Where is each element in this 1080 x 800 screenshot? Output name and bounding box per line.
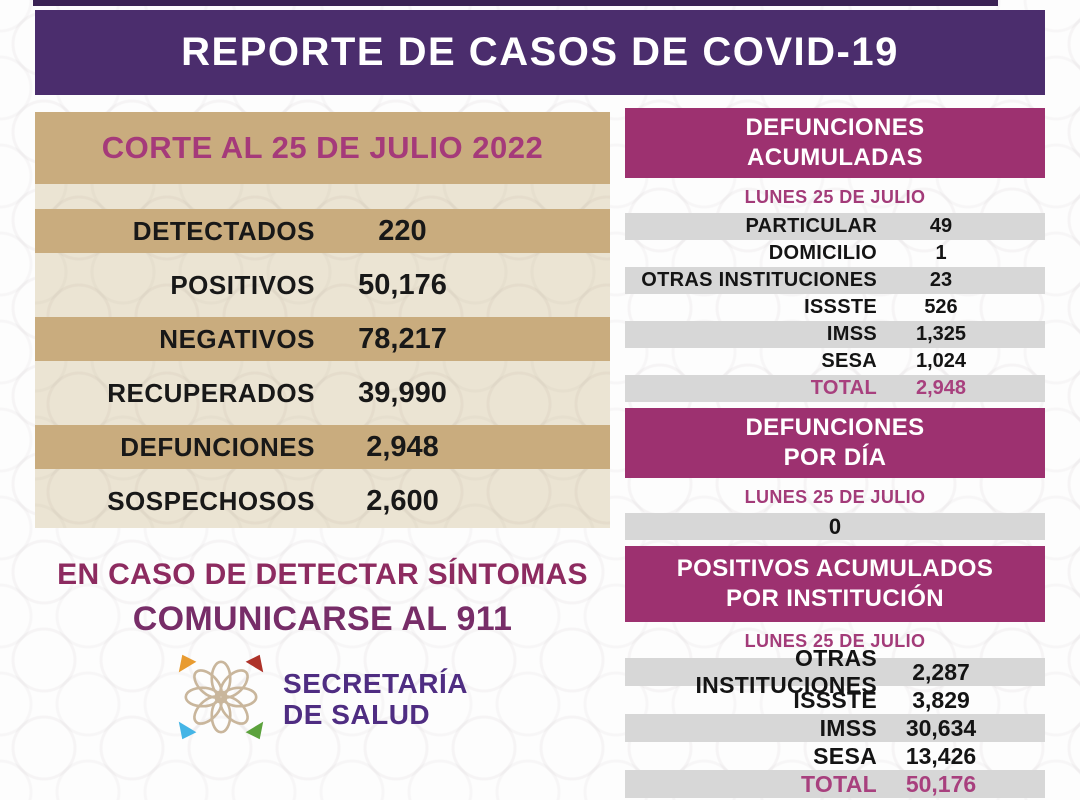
row-value: 30,634 xyxy=(905,714,977,741)
stat-row-sospechosos: SOSPECHOSOS 2,600 xyxy=(35,474,610,528)
row-value: 1,325 xyxy=(915,323,967,345)
row-value: 526 xyxy=(924,296,958,318)
defunciones-acumuladas-header: DEFUNCIONES ACUMULADAS xyxy=(625,108,1045,178)
row-label: IMSS xyxy=(826,323,877,345)
stat-row-negativos: NEGATIVOS 78,217 xyxy=(35,317,610,361)
table-row-sesa: SESA 13,426 xyxy=(625,742,1045,770)
defunciones-por-dia-date: LUNES 25 DE JULIO xyxy=(744,487,926,507)
row-label: PARTICULAR xyxy=(745,215,877,237)
stat-label: RECUPERADOS xyxy=(107,377,315,408)
stat-row-detectados: DETECTADOS 220 xyxy=(35,209,610,253)
stat-label: NEGATIVOS xyxy=(159,323,315,354)
secretaria-salud-logo: SECRETARÍA DE SALUD xyxy=(35,653,610,746)
row-value: 1,024 xyxy=(915,350,967,372)
positivos-acumulados-date: LUNES 25 DE JULIO xyxy=(744,631,926,651)
table-row-domicilio: DOMICILIO 1 xyxy=(625,240,1045,267)
stat-value: 220 xyxy=(378,214,427,247)
symptoms-notice-line1: EN CASO DE DETECTAR SÍNTOMAS xyxy=(57,558,588,591)
logo-wordmark: SECRETARÍA DE SALUD xyxy=(283,668,468,730)
positivos-acumulados-header: POSITIVOS ACUMULADOS POR INSTITUCIÓN xyxy=(625,546,1045,622)
case-summary-panel: CORTE AL 25 DE JULIO 2022 DETECTADOS 220… xyxy=(35,112,610,746)
defunciones-por-dia-value: 0 xyxy=(625,513,1045,540)
stat-label: DETECTADOS xyxy=(132,215,315,246)
row-value: 49 xyxy=(929,215,953,237)
row-value: 3,829 xyxy=(912,686,970,713)
positivos-acumulados-table: OTRAS INSTITUCIONES 2,287 ISSSTE 3,829 I… xyxy=(625,645,1045,798)
cutoff-date-title: CORTE AL 25 DE JULIO 2022 xyxy=(101,130,544,165)
call-911-notice: COMUNICARSE AL 911 xyxy=(132,600,513,638)
section-title-line2: POR INSTITUCIÓN xyxy=(725,585,944,612)
row-value: 50,176 xyxy=(905,770,977,797)
stat-row-positivos: POSITIVOS 50,176 xyxy=(35,258,610,312)
table-row-total: TOTAL 50,176 xyxy=(625,770,1045,798)
logo-wordmark-line2: DE SALUD xyxy=(283,698,431,730)
table-row-imss: IMSS 30,634 xyxy=(625,714,1045,742)
stat-row-defunciones: DEFUNCIONES 2,948 xyxy=(35,425,610,469)
stat-value: 2,600 xyxy=(366,484,439,517)
cutoff-date-header: CORTE AL 25 DE JULIO 2022 xyxy=(35,112,610,184)
section-title-line1: DEFUNCIONES xyxy=(745,114,925,141)
table-row-sesa: SESA 1,024 xyxy=(625,348,1045,375)
row-label: OTRAS INSTITUCIONES xyxy=(641,269,877,291)
report-title: REPORTE DE CASOS DE COVID-19 xyxy=(181,30,899,74)
stat-value: 78,217 xyxy=(358,322,447,355)
row-value: 13,426 xyxy=(905,742,977,769)
defunciones-acumuladas-table: PARTICULAR 49 DOMICILIO 1 OTRAS INSTITUC… xyxy=(625,213,1045,402)
defunciones-por-dia-header: DEFUNCIONES POR DÍA xyxy=(625,408,1045,478)
row-value: 2,948 xyxy=(915,377,967,399)
case-summary-table: DETECTADOS 220 POSITIVOS 50,176 NEGATIVO… xyxy=(35,184,610,528)
stat-label: DEFUNCIONES xyxy=(120,431,315,462)
defunciones-acumuladas-date: LUNES 25 DE JULIO xyxy=(744,187,926,207)
stat-label: SOSPECHOSOS xyxy=(107,485,315,516)
stat-label: POSITIVOS xyxy=(170,269,315,300)
stat-value: 39,990 xyxy=(358,376,447,409)
row-label: IMSS xyxy=(819,714,877,741)
logo-wordmark-line1: SECRETARÍA xyxy=(283,668,468,700)
table-row-issste: ISSSTE 526 xyxy=(625,294,1045,321)
row-label: OTRAS INSTITUCIONES xyxy=(695,645,877,698)
stat-value: 2,948 xyxy=(366,430,439,463)
row-value: 2,287 xyxy=(912,658,970,685)
sources-footnote: Fuentes: Secretaría de Salud de Tlaxcala… xyxy=(28,744,635,800)
section-title-line2: POR DÍA xyxy=(783,444,887,471)
stat-row-recuperados: RECUPERADOS 39,990 xyxy=(35,366,610,420)
report-title-banner: REPORTE DE CASOS DE COVID-19 xyxy=(35,10,1045,95)
row-value: 1 xyxy=(935,242,947,264)
table-row-total: TOTAL 2,948 xyxy=(625,375,1045,402)
row-label: DOMICILIO xyxy=(768,242,877,264)
row-label: SESA xyxy=(821,350,877,372)
row-value: 23 xyxy=(929,269,953,291)
table-row-otras-instituciones: OTRAS INSTITUCIONES 23 xyxy=(625,267,1045,294)
table-row-issste: ISSSTE 3,829 xyxy=(625,686,1045,714)
row-label: TOTAL xyxy=(810,377,877,399)
table-row-imss: IMSS 1,325 xyxy=(625,321,1045,348)
table-row-particular: PARTICULAR 49 xyxy=(625,213,1045,240)
institution-stats-panel: DEFUNCIONES ACUMULADAS LUNES 25 DE JULIO… xyxy=(625,108,1045,798)
table-row-otras-instituciones: OTRAS INSTITUCIONES 2,287 xyxy=(625,645,1045,698)
row-label: ISSSTE xyxy=(793,686,877,713)
section-title-line2: ACUMULADAS xyxy=(747,144,923,171)
flower-logo-icon xyxy=(177,653,265,746)
row-label: TOTAL xyxy=(800,770,877,797)
section-title-line1: POSITIVOS ACUMULADOS xyxy=(676,555,994,582)
row-label: SESA xyxy=(813,742,877,769)
section-title-line1: DEFUNCIONES xyxy=(745,414,925,441)
row-label: ISSSTE xyxy=(804,296,877,318)
top-edge-strip xyxy=(33,0,998,6)
stat-value: 50,176 xyxy=(358,268,447,301)
